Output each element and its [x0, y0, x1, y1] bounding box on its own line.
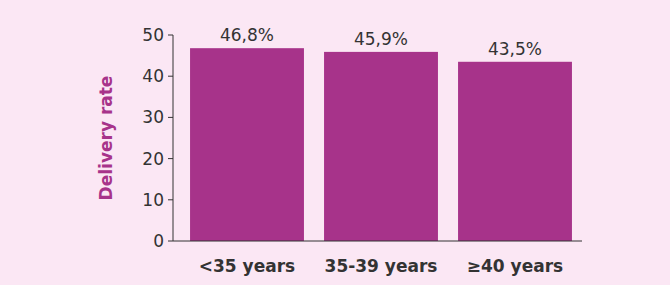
- data-label: 43,5%: [488, 39, 542, 59]
- bar: [458, 62, 572, 241]
- y-axis-line: [173, 35, 174, 241]
- data-label: 45,9%: [354, 29, 408, 49]
- y-tick: [168, 241, 173, 242]
- y-tick-label: 10: [142, 190, 164, 210]
- data-label: 46,8%: [220, 25, 274, 45]
- y-tick: [168, 199, 173, 200]
- x-tick-label: <35 years: [199, 256, 295, 276]
- chart-container: 0 10 20 30 40 50 Delivery rate <35 years 35-39 y…: [0, 0, 670, 285]
- bar: [190, 48, 304, 241]
- y-tick: [168, 35, 173, 36]
- y-tick-label: 40: [142, 66, 164, 86]
- y-axis-label: Delivery rate: [96, 76, 116, 201]
- y-tick: [168, 117, 173, 118]
- bars: [190, 48, 572, 241]
- y-tick: [168, 158, 173, 159]
- x-axis-line: [173, 241, 582, 242]
- y-tick-label: 0: [153, 231, 164, 251]
- bar: [324, 52, 438, 241]
- x-tick-label: ≥40 years: [467, 256, 563, 276]
- chart-svg: 0 10 20 30 40 50 Delivery rate <35 years 35-39 y…: [0, 0, 670, 285]
- x-tick-label: 35-39 years: [325, 256, 438, 276]
- y-tick-label: 50: [142, 25, 164, 45]
- y-tick-label: 20: [142, 149, 164, 169]
- y-tick: [168, 76, 173, 77]
- y-tick-label: 30: [142, 107, 164, 127]
